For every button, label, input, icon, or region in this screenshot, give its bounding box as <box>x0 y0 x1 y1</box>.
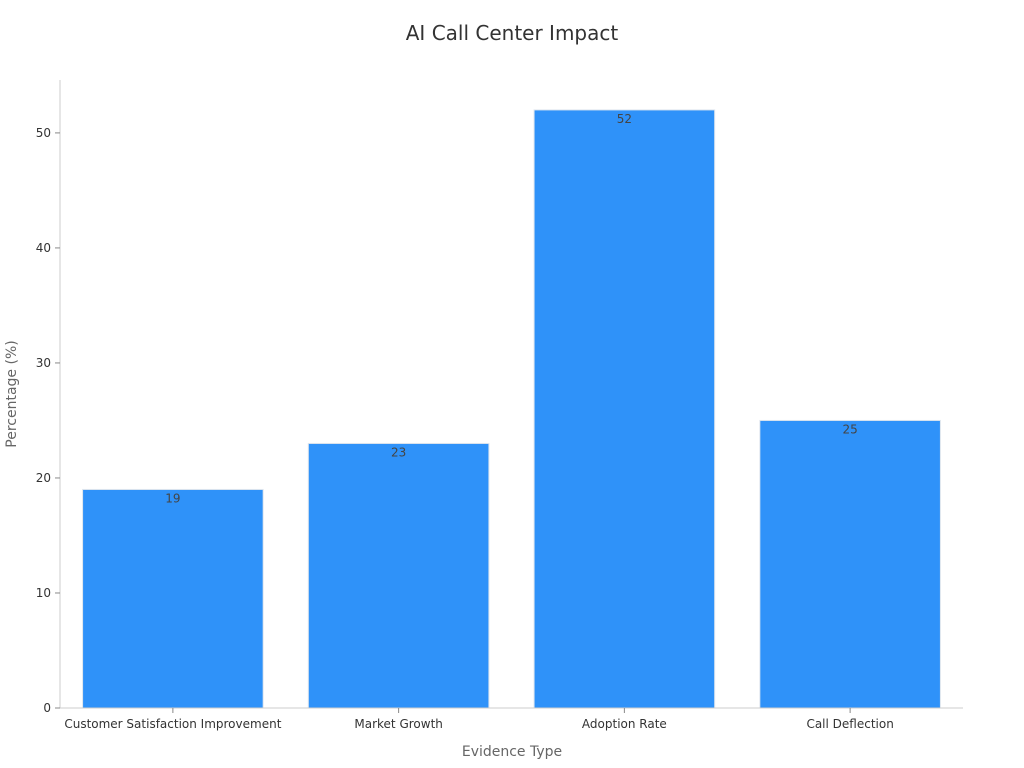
data-label: 19 <box>165 491 180 505</box>
bar <box>307 442 490 709</box>
x-axis: Customer Satisfaction Improvement Market … <box>60 707 963 731</box>
data-label-group: 19 23 52 25 <box>165 112 858 506</box>
y-tick-label: 50 <box>36 126 51 140</box>
bar <box>82 488 264 709</box>
chart-title: AI Call Center Impact <box>406 21 619 45</box>
bar <box>533 109 716 709</box>
y-axis-label: Percentage (%) <box>4 340 20 447</box>
y-tick-label: 20 <box>36 471 51 485</box>
y-tick-label: 0 <box>43 701 51 715</box>
x-tick-label: Adoption Rate <box>582 717 667 731</box>
bar <box>759 419 941 709</box>
y-axis: 0 10 20 30 40 50 <box>36 80 61 715</box>
y-tick-label: 40 <box>36 241 51 255</box>
data-label: 52 <box>617 112 632 126</box>
x-tick-label: Customer Satisfaction Improvement <box>64 717 281 731</box>
y-tick-label: 10 <box>36 586 51 600</box>
y-tick-label: 30 <box>36 356 51 370</box>
x-tick-label: Call Deflection <box>806 717 893 731</box>
data-label: 23 <box>391 445 406 459</box>
data-label: 25 <box>842 422 857 436</box>
bar-group <box>82 109 941 709</box>
x-tick-label: Market Growth <box>354 717 443 731</box>
x-axis-label: Evidence Type <box>462 744 562 760</box>
